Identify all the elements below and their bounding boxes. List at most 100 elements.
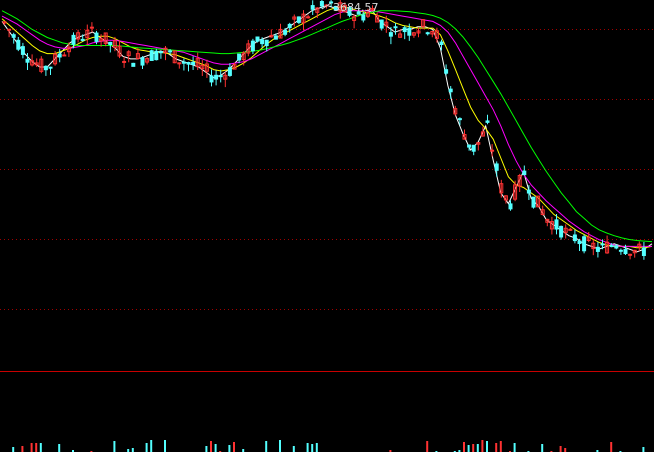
candle-body bbox=[536, 195, 541, 208]
candle-body bbox=[218, 75, 223, 78]
candle-body bbox=[407, 27, 412, 36]
candle-body bbox=[623, 248, 628, 255]
candle-body bbox=[559, 225, 564, 238]
volume-bar bbox=[481, 440, 484, 452]
candle-body bbox=[448, 88, 453, 93]
candle-body bbox=[444, 69, 449, 74]
candle-body bbox=[186, 62, 191, 65]
grid-lines bbox=[0, 29, 654, 372]
volume-bar bbox=[495, 443, 498, 452]
candle-body bbox=[99, 38, 104, 42]
candle-body bbox=[540, 209, 545, 215]
volume-bar bbox=[499, 441, 502, 452]
candle-body bbox=[467, 144, 472, 148]
candle-body bbox=[398, 33, 403, 38]
candle-body bbox=[577, 240, 582, 245]
candle-body bbox=[250, 40, 255, 52]
candle-body bbox=[393, 26, 398, 29]
candle-body bbox=[195, 58, 200, 68]
candle-body bbox=[365, 11, 370, 17]
candle-body bbox=[57, 53, 62, 58]
candle-body bbox=[522, 170, 527, 176]
candle-body bbox=[296, 16, 301, 23]
volume-bar bbox=[127, 449, 130, 452]
candle-body bbox=[140, 57, 145, 66]
candle-body bbox=[637, 243, 642, 248]
ma-line-ma20 bbox=[1, 10, 652, 247]
volume-bar bbox=[72, 450, 74, 452]
candle-body bbox=[554, 219, 559, 230]
candle-body bbox=[122, 60, 127, 63]
volume-bar bbox=[58, 444, 61, 452]
volume-bar bbox=[131, 448, 134, 452]
candle-body bbox=[485, 120, 490, 123]
candle-body bbox=[94, 32, 99, 42]
candle-body bbox=[223, 74, 228, 80]
candle-body bbox=[586, 236, 591, 241]
candle-body bbox=[103, 32, 108, 44]
candle-body bbox=[71, 34, 76, 45]
candle-body bbox=[53, 53, 58, 65]
candle-body bbox=[352, 16, 357, 21]
candle-body bbox=[227, 67, 232, 76]
candle-body bbox=[545, 218, 550, 223]
candle-body bbox=[609, 245, 614, 248]
volume-bar bbox=[35, 443, 38, 452]
candle-body bbox=[11, 34, 16, 38]
candle-body bbox=[361, 14, 366, 21]
volume-bar bbox=[389, 450, 392, 452]
volume-bar bbox=[233, 442, 235, 452]
candle-body bbox=[85, 29, 90, 39]
candle-body bbox=[66, 46, 71, 53]
candle-body bbox=[246, 43, 251, 54]
candle-body bbox=[2, 21, 7, 24]
candle-body bbox=[273, 35, 278, 40]
candle-body bbox=[237, 53, 242, 61]
candle-body bbox=[568, 228, 573, 231]
volume-bar bbox=[467, 445, 470, 452]
candle-body bbox=[301, 13, 306, 24]
candle-body bbox=[163, 47, 168, 54]
candle-body bbox=[135, 53, 140, 59]
volume-bar bbox=[21, 446, 24, 452]
volume-bar bbox=[476, 444, 479, 452]
candle-body bbox=[375, 15, 380, 23]
volume-bar bbox=[559, 446, 562, 452]
candle-body bbox=[154, 50, 159, 61]
candle-body bbox=[471, 144, 476, 152]
volume-bar bbox=[292, 446, 295, 452]
moving-average-lines bbox=[1, 4, 653, 253]
candle-body bbox=[89, 26, 94, 29]
candle-body bbox=[329, 1, 334, 4]
candle-body bbox=[614, 245, 619, 249]
candle-body bbox=[80, 38, 85, 41]
candles bbox=[2, 0, 646, 260]
candle-body bbox=[232, 64, 237, 70]
candle-body bbox=[513, 184, 518, 200]
candle-body bbox=[200, 64, 205, 70]
candle-body bbox=[292, 16, 297, 20]
candle-body bbox=[131, 62, 136, 67]
volume-bar bbox=[30, 443, 33, 452]
candle-body bbox=[214, 74, 219, 80]
candle-body bbox=[476, 142, 481, 145]
candle-body bbox=[531, 196, 536, 208]
candle-body bbox=[430, 31, 435, 35]
candle-body bbox=[16, 39, 21, 50]
candle-body bbox=[499, 183, 504, 194]
candle-body bbox=[34, 62, 39, 66]
volume-bar bbox=[315, 443, 318, 452]
peak-annotation-label: 3684.57 bbox=[333, 1, 379, 14]
volume-bar bbox=[12, 447, 15, 452]
volume-bar bbox=[242, 449, 245, 452]
peak-annotation-leader bbox=[321, 2, 332, 10]
candle-body bbox=[632, 249, 637, 254]
volume-bar bbox=[486, 441, 488, 452]
candle-body bbox=[338, 2, 343, 12]
candle-body bbox=[25, 58, 30, 63]
volume-bar bbox=[596, 450, 599, 452]
candle-body bbox=[241, 52, 246, 61]
candle-body bbox=[453, 108, 458, 115]
volume-bar bbox=[426, 441, 429, 452]
